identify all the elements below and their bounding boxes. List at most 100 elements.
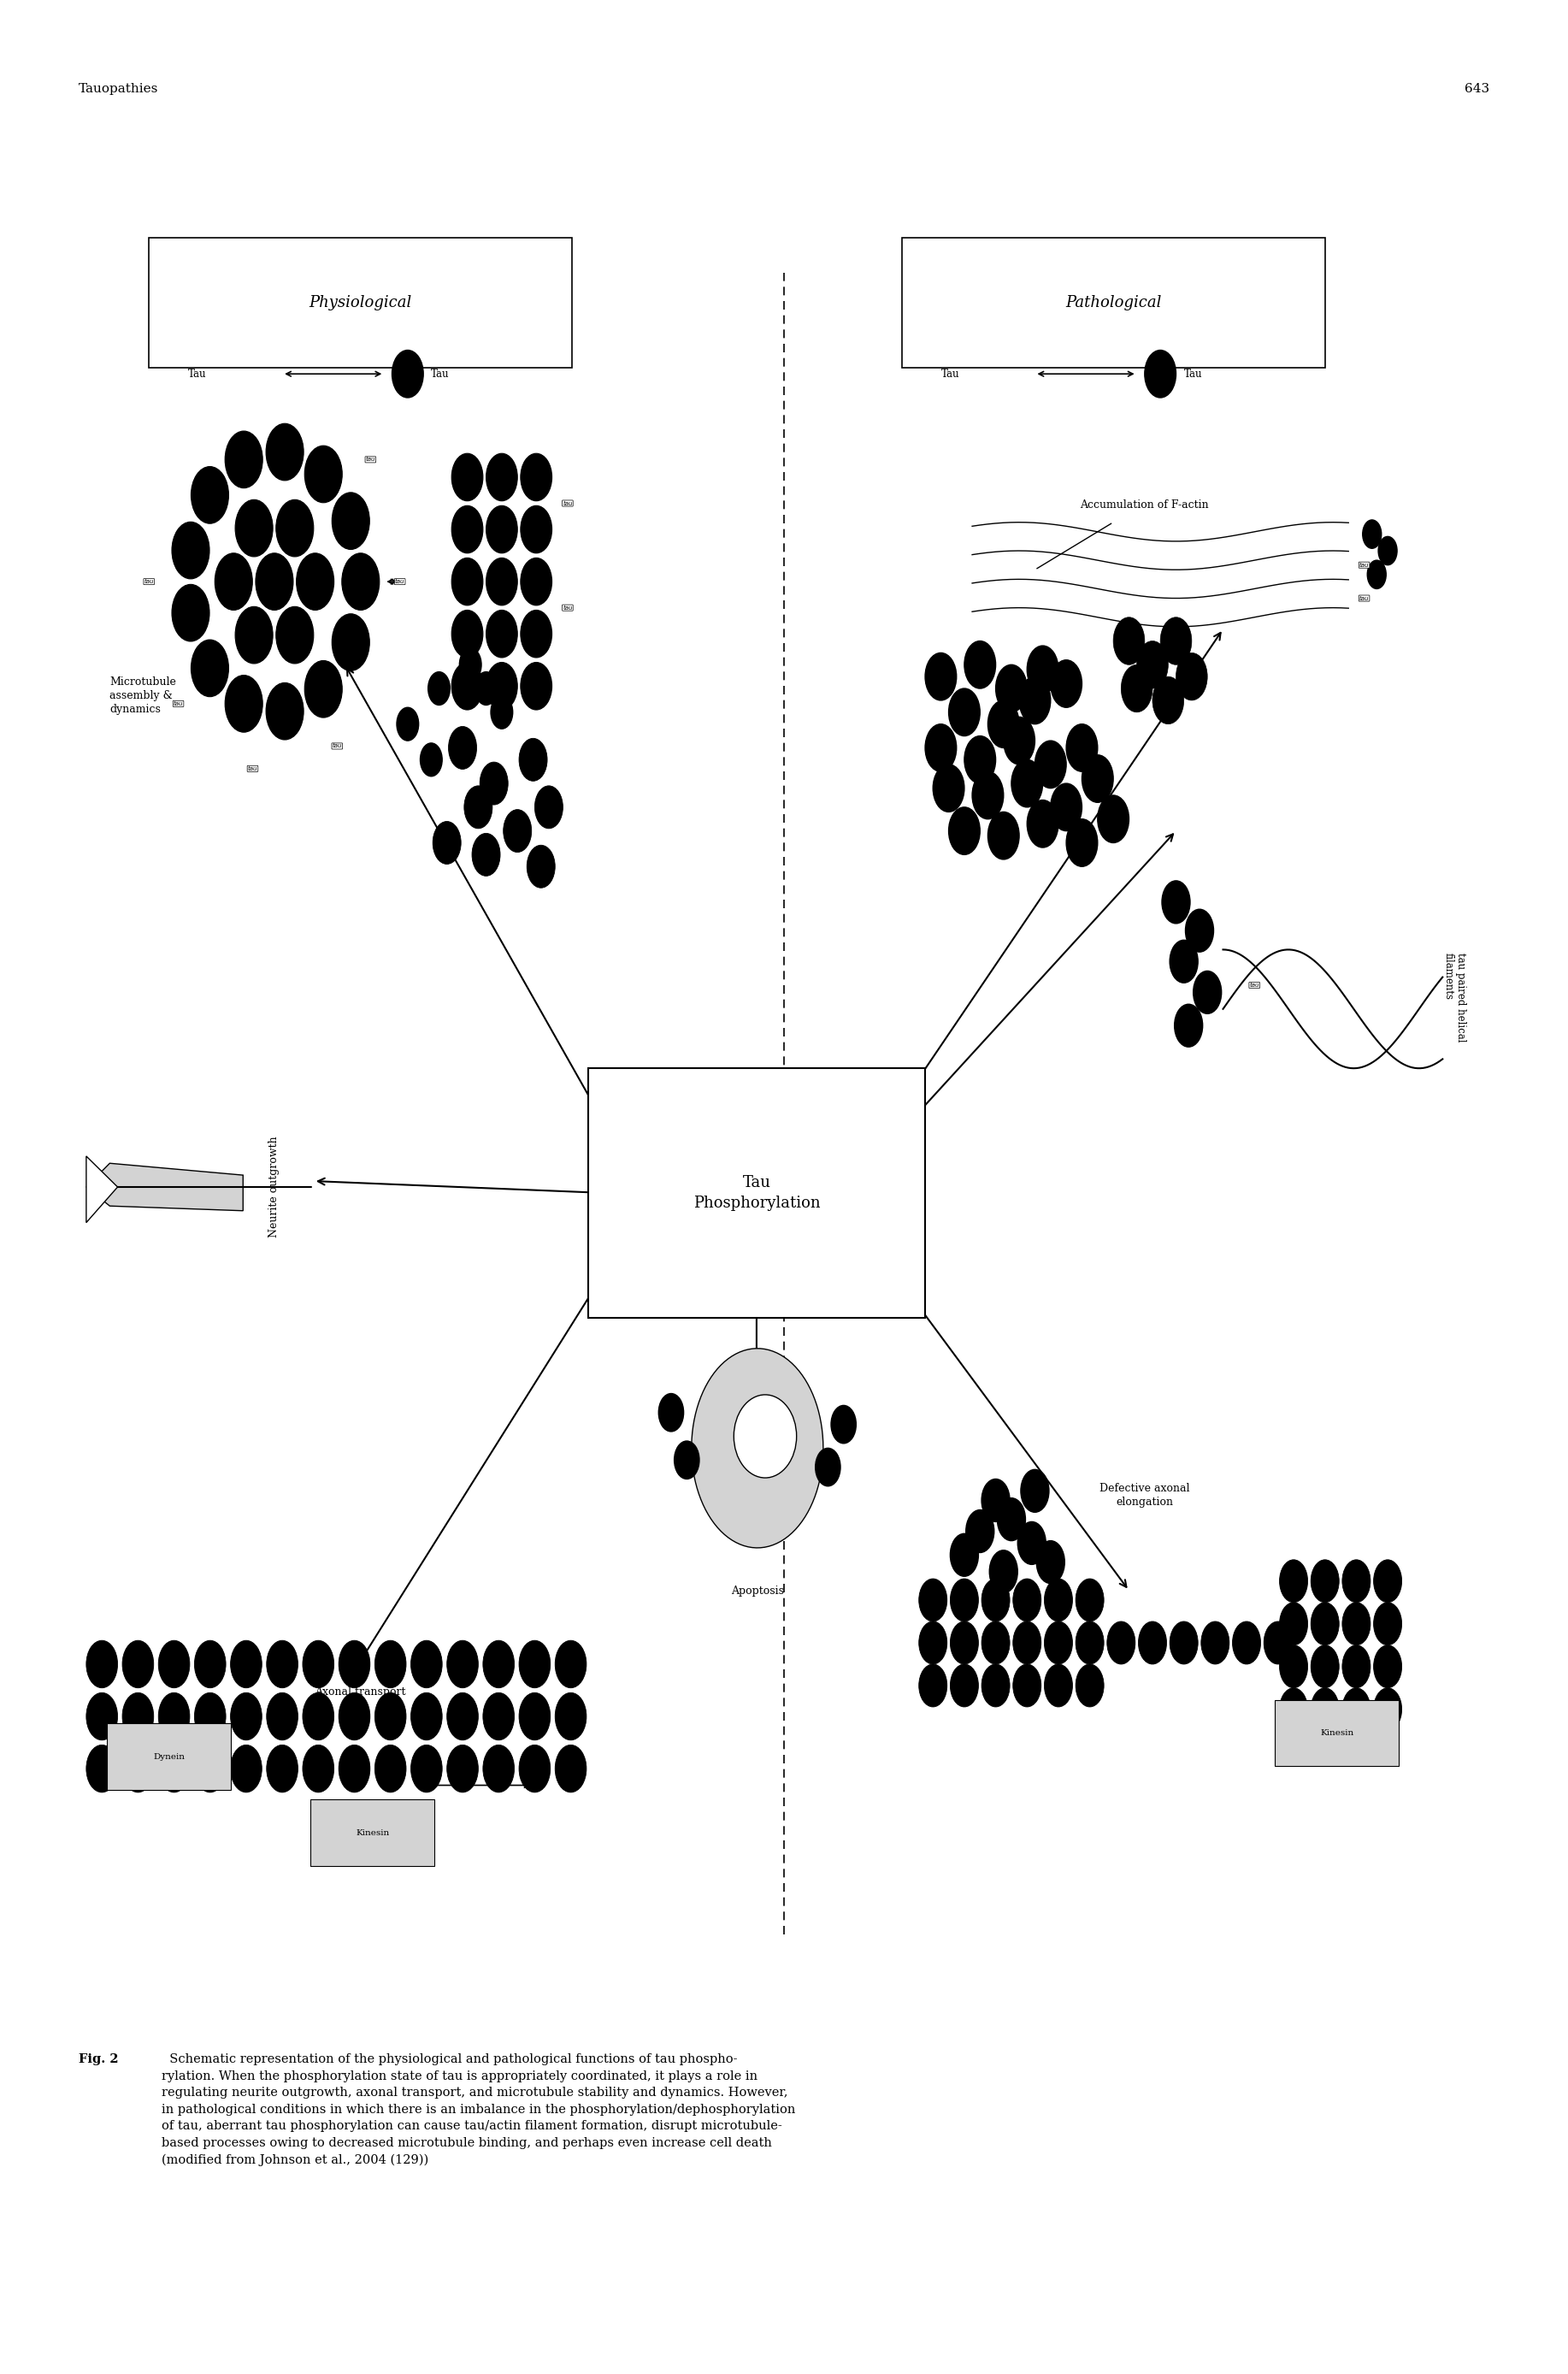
Circle shape [1027,646,1058,693]
Circle shape [122,1640,154,1688]
Circle shape [1013,1579,1041,1621]
Circle shape [475,672,497,705]
Circle shape [982,1479,1010,1522]
Circle shape [1342,1688,1370,1731]
Circle shape [1311,1645,1339,1688]
Text: Neurite outgrowth: Neurite outgrowth [268,1137,281,1237]
Circle shape [158,1640,190,1688]
Circle shape [996,665,1027,712]
Circle shape [1018,1522,1046,1564]
Circle shape [1004,717,1035,764]
Circle shape [276,499,314,556]
Circle shape [1021,1470,1049,1512]
Circle shape [555,1640,586,1688]
Circle shape [452,610,483,658]
Circle shape [420,743,442,776]
Circle shape [267,1745,298,1792]
Text: tau: tau [563,605,572,610]
Circle shape [1279,1688,1308,1731]
Circle shape [172,584,210,641]
Circle shape [949,807,980,855]
Polygon shape [86,1156,118,1223]
Circle shape [224,432,262,489]
Circle shape [452,453,483,501]
Circle shape [339,1640,370,1688]
Circle shape [966,1510,994,1553]
Circle shape [659,1394,684,1432]
Circle shape [1066,819,1098,867]
Text: tau paired helical
filaments: tau paired helical filaments [1443,952,1466,1042]
Circle shape [342,553,379,610]
Circle shape [486,558,517,605]
Circle shape [464,786,492,829]
Circle shape [332,615,370,672]
Circle shape [519,1693,550,1740]
Text: tau: tau [144,579,154,584]
Circle shape [988,812,1019,859]
Circle shape [535,786,563,829]
Circle shape [1019,677,1051,724]
Circle shape [1342,1602,1370,1645]
Circle shape [375,1640,406,1688]
Circle shape [339,1693,370,1740]
Circle shape [480,762,508,805]
Circle shape [86,1640,118,1688]
Text: tau: tau [248,767,257,772]
Text: tau: tau [365,456,375,463]
Circle shape [1185,909,1214,952]
Circle shape [267,1640,298,1688]
Circle shape [172,522,210,579]
Circle shape [235,608,273,665]
Circle shape [158,1693,190,1740]
Circle shape [919,1579,947,1621]
Circle shape [483,1745,514,1792]
Circle shape [303,1693,334,1740]
Circle shape [296,553,334,610]
Text: Tau
Phosphorylation: Tau Phosphorylation [693,1175,820,1211]
FancyBboxPatch shape [310,1799,434,1866]
Circle shape [521,662,552,710]
Circle shape [194,1693,226,1740]
Circle shape [1076,1579,1104,1621]
Circle shape [1193,971,1221,1014]
Text: tau: tau [332,743,342,748]
Text: tau: tau [395,579,405,584]
Circle shape [267,1693,298,1740]
Circle shape [1121,665,1152,712]
Circle shape [1098,795,1129,843]
Circle shape [815,1448,840,1486]
Circle shape [483,1693,514,1740]
Circle shape [304,660,342,717]
Text: Kinesin: Kinesin [356,1828,390,1837]
Text: Axonal transport: Axonal transport [315,1686,406,1697]
Circle shape [972,772,1004,819]
Circle shape [1176,653,1207,700]
Circle shape [447,1693,478,1740]
Circle shape [555,1693,586,1740]
Circle shape [397,707,419,741]
Circle shape [1279,1645,1308,1688]
Circle shape [527,845,555,888]
Circle shape [1107,1621,1135,1664]
Circle shape [1279,1602,1308,1645]
Polygon shape [691,1348,823,1548]
Circle shape [411,1745,442,1792]
Circle shape [950,1579,978,1621]
Circle shape [1374,1560,1402,1602]
Text: tau: tau [174,700,183,707]
Circle shape [191,468,229,525]
Circle shape [267,684,304,741]
Circle shape [982,1621,1010,1664]
Circle shape [459,648,481,681]
Circle shape [519,1745,550,1792]
Circle shape [503,810,532,852]
Circle shape [304,446,342,503]
Text: Fig. 2: Fig. 2 [78,2054,118,2065]
Text: Tau: Tau [941,368,960,380]
Circle shape [224,674,262,731]
Circle shape [215,553,252,610]
Circle shape [1145,351,1176,399]
Circle shape [428,672,450,705]
Circle shape [1027,800,1058,848]
Text: Defective axonal
elongation: Defective axonal elongation [1099,1484,1190,1507]
